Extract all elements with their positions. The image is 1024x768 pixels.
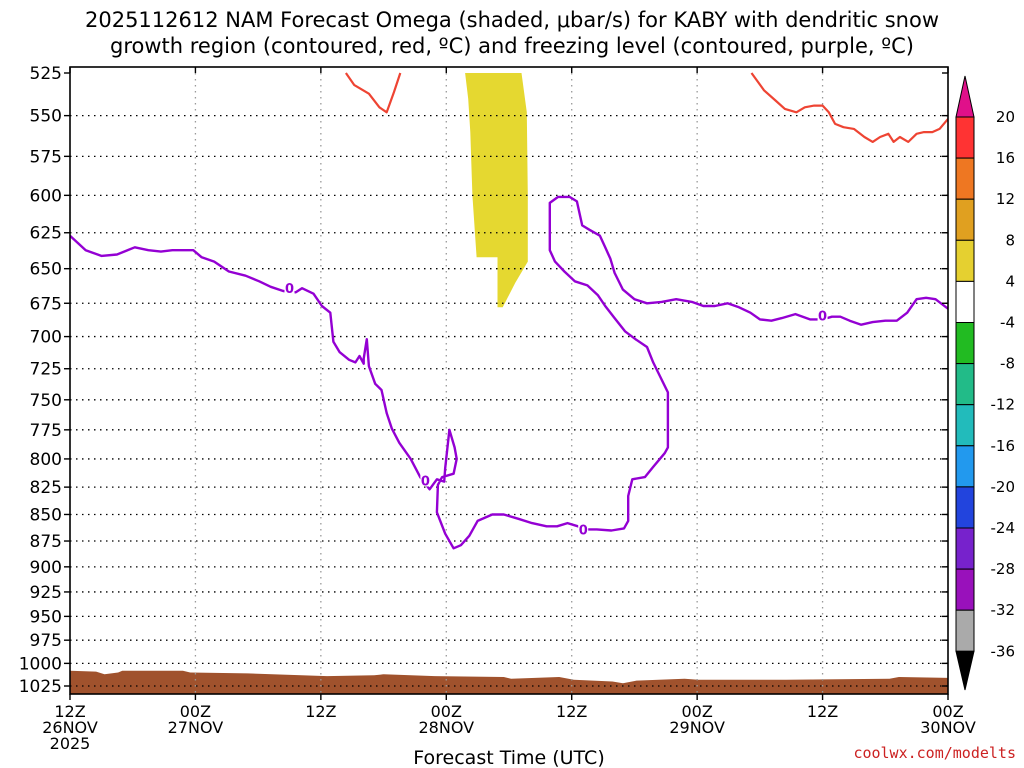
y-tick-label: 725 [30,360,62,380]
y-tick-label: 850 [30,505,62,525]
y-tick-label: 550 [30,107,62,127]
y-tick-label: 700 [30,328,62,348]
gridlines [70,67,948,694]
freezing-level-label: 0 [421,474,430,489]
colorbar-swatch [955,280,975,323]
freezing-label-bg [420,472,431,487]
colorbar-label: 16 [996,149,1015,167]
freezing-level-label: 0 [818,309,827,324]
colorbar-label: 8 [1005,231,1015,249]
colorbar-swatch [955,568,975,611]
y-tick-label: 925 [30,583,62,603]
x-tick-label: 12Z [556,702,587,721]
freezing-label-bg [817,307,828,322]
x-tick-label: 29NOV [669,718,725,737]
x-tick-label: 00Z [431,702,462,721]
plot-inner: 0 0 0 0 [70,67,948,694]
colorbar-label: -16 [991,437,1016,455]
colorbar-swatch [955,486,975,529]
y-tick-label: 600 [30,186,62,206]
colorbar-label: -32 [991,601,1016,619]
freezing-label-bg [284,280,295,295]
y-tick-label: 775 [30,421,62,441]
colorbar-label: -20 [991,478,1016,496]
x-axis-label: Forecast Time (UTC) [413,747,604,768]
colorbar-swatch [955,198,975,241]
plot-area: 0 0 0 0 525 550 575 600 625 650 675 700 725 750 775 800… [19,64,976,753]
x-tick-label: 30NOV [920,718,976,737]
freezing-level-line [70,195,948,550]
site-credit: coolwx.com/modelts [853,744,1016,762]
x-tick-label: 00Z [932,702,963,721]
colorbar-swatch [955,116,975,159]
colorbar-label: 12 [996,190,1015,208]
x-tick-label: 28NOV [418,718,474,737]
y-tick-label: 1000 [19,654,62,674]
colorbar-label: -12 [991,396,1016,414]
colorbar-label: 20 [996,108,1015,126]
y-tick-label: 825 [30,478,62,498]
colorbar-label: -36 [991,642,1016,660]
colorbar-swatch [955,363,975,406]
colorbar-top-arrow [955,75,975,118]
colorbar-bottom-arrow [955,650,975,691]
y-tick-label: 950 [30,607,62,627]
x-tick-label: 27NOV [168,718,224,737]
y-tick-label: 675 [30,294,62,314]
colorbar-swatch [955,404,975,447]
colorbar-legend: 20 16 12 8 4 -4 -8 -12 -16 -20 -24 -28 -32 -36 [955,75,1016,691]
chart-title-line2: growth region (contoured, red, ºC) and f… [110,34,914,58]
colorbar-label: -24 [991,519,1016,537]
x-tick-label: 2025 [50,734,91,753]
y-tick-label: 975 [30,631,62,651]
colorbar-label: -28 [991,560,1016,578]
x-tick-label: 12Z [305,702,336,721]
omega-shaded-region [465,73,528,308]
y-tick-label: 875 [30,532,62,552]
freezing-level-label: 0 [285,282,294,297]
colorbar-swatch [955,527,975,570]
terrain-ground [70,670,948,694]
colorbar-swatch [955,445,975,488]
freezing-label-bg [578,521,589,536]
freezing-level-label: 0 [579,523,588,538]
colorbar-label: 4 [1005,272,1015,290]
y-tick-label: 800 [30,450,62,470]
y-tick-label: 1025 [19,677,62,697]
dgz-contour-line [344,72,402,114]
chart-title-line1: 2025112612 NAM Forecast Omega (shaded, μ… [85,8,939,32]
plot-frame [69,66,949,695]
x-tick-label: 12Z [807,702,838,721]
x-tick-label: 00Z [180,702,211,721]
y-tick-label: 900 [30,558,62,578]
x-tick-label: 26NOV [42,718,98,737]
x-tick-label: 12Z [54,702,85,721]
y-tick-label: 575 [30,147,62,167]
colorbar-swatch [955,239,975,282]
y-tick-label: 750 [30,391,62,411]
x-tick-label: 00Z [681,702,712,721]
dgz-contour-line [750,72,948,143]
y-tick-label: 650 [30,260,62,280]
colorbar-label: -8 [1000,355,1015,373]
y-tick-label: 625 [30,224,62,244]
colorbar-swatch [955,609,975,652]
y-tick-label: 525 [30,64,62,84]
colorbar-swatch [955,157,975,200]
colorbar-label: -4 [1000,314,1015,332]
colorbar-swatch [955,322,975,365]
